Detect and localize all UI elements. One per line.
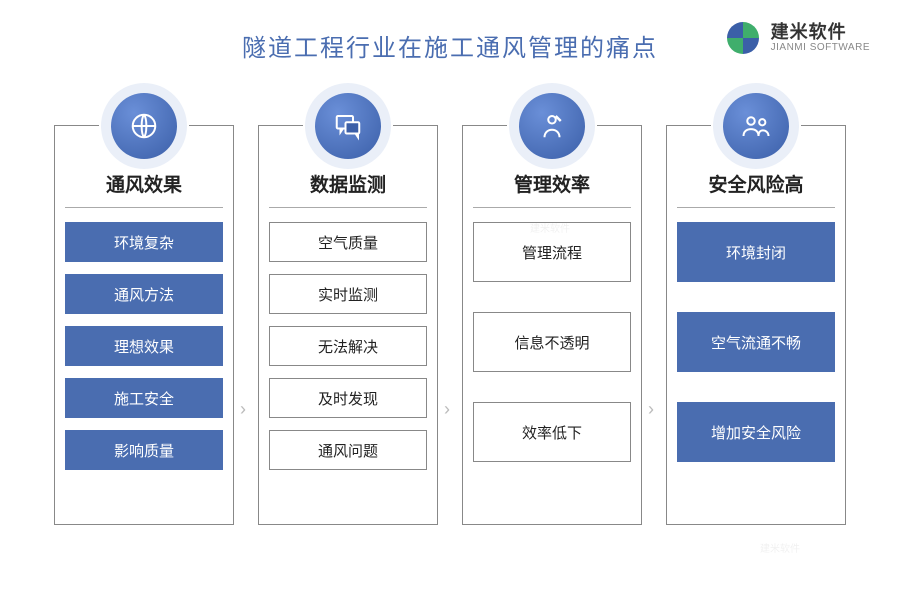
column-item: 管理流程 [473, 222, 631, 282]
column-frame: 数据监测空气质量实时监测无法解决及时发现通风问题 [258, 125, 438, 525]
column-item: 通风问题 [269, 430, 427, 470]
logo-text-cn: 建米软件 [771, 23, 870, 43]
column-item: 空气流通不畅 [677, 312, 835, 372]
column: 数据监测空气质量实时监测无法解决及时发现通风问题 [258, 93, 438, 525]
column-item: 信息不透明 [473, 312, 631, 372]
column-frame: 管理效率管理流程信息不透明效率低下 [462, 125, 642, 525]
globe-icon [111, 93, 177, 159]
chevron-right-icon: › [240, 399, 246, 420]
column-item: 环境封闭 [677, 222, 835, 282]
brand-logo: 建米软件 JIANMI SOFTWARE [723, 18, 870, 58]
chat-icon [315, 93, 381, 159]
column-item: 及时发现 [269, 378, 427, 418]
column: 通风效果环境复杂通风方法理想效果施工安全影响质量 [54, 93, 234, 525]
column-item: 理想效果 [65, 326, 223, 366]
column-item: 环境复杂 [65, 222, 223, 262]
column-title: 通风效果 [65, 170, 223, 197]
person-icon [519, 93, 585, 159]
column-item: 增加安全风险 [677, 402, 835, 462]
column-item: 影响质量 [65, 430, 223, 470]
chevron-right-icon: › [648, 399, 654, 420]
column-item: 无法解决 [269, 326, 427, 366]
column-item: 效率低下 [473, 402, 631, 462]
logo-text-en: JIANMI SOFTWARE [771, 42, 870, 53]
column-title: 数据监测 [269, 170, 427, 197]
people-icon [723, 93, 789, 159]
column-item: 施工安全 [65, 378, 223, 418]
column-frame: 通风效果环境复杂通风方法理想效果施工安全影响质量 [54, 125, 234, 525]
chevron-right-icon: › [444, 399, 450, 420]
column-item: 通风方法 [65, 274, 223, 314]
column-item: 空气质量 [269, 222, 427, 262]
columns-row: 通风效果环境复杂通风方法理想效果施工安全影响质量 › 数据监测空气质量实时监测无法解… [0, 93, 900, 525]
logo-mark-icon [723, 18, 763, 58]
column-title: 管理效率 [473, 170, 631, 197]
column-frame: 安全风险高环境封闭空气流通不畅增加安全风险 [666, 125, 846, 525]
column: 管理效率管理流程信息不透明效率低下 [462, 93, 642, 525]
watermark: 建米软件 [760, 540, 800, 555]
column: 安全风险高环境封闭空气流通不畅增加安全风险 [666, 93, 846, 525]
column-title: 安全风险高 [677, 170, 835, 197]
column-item: 实时监测 [269, 274, 427, 314]
